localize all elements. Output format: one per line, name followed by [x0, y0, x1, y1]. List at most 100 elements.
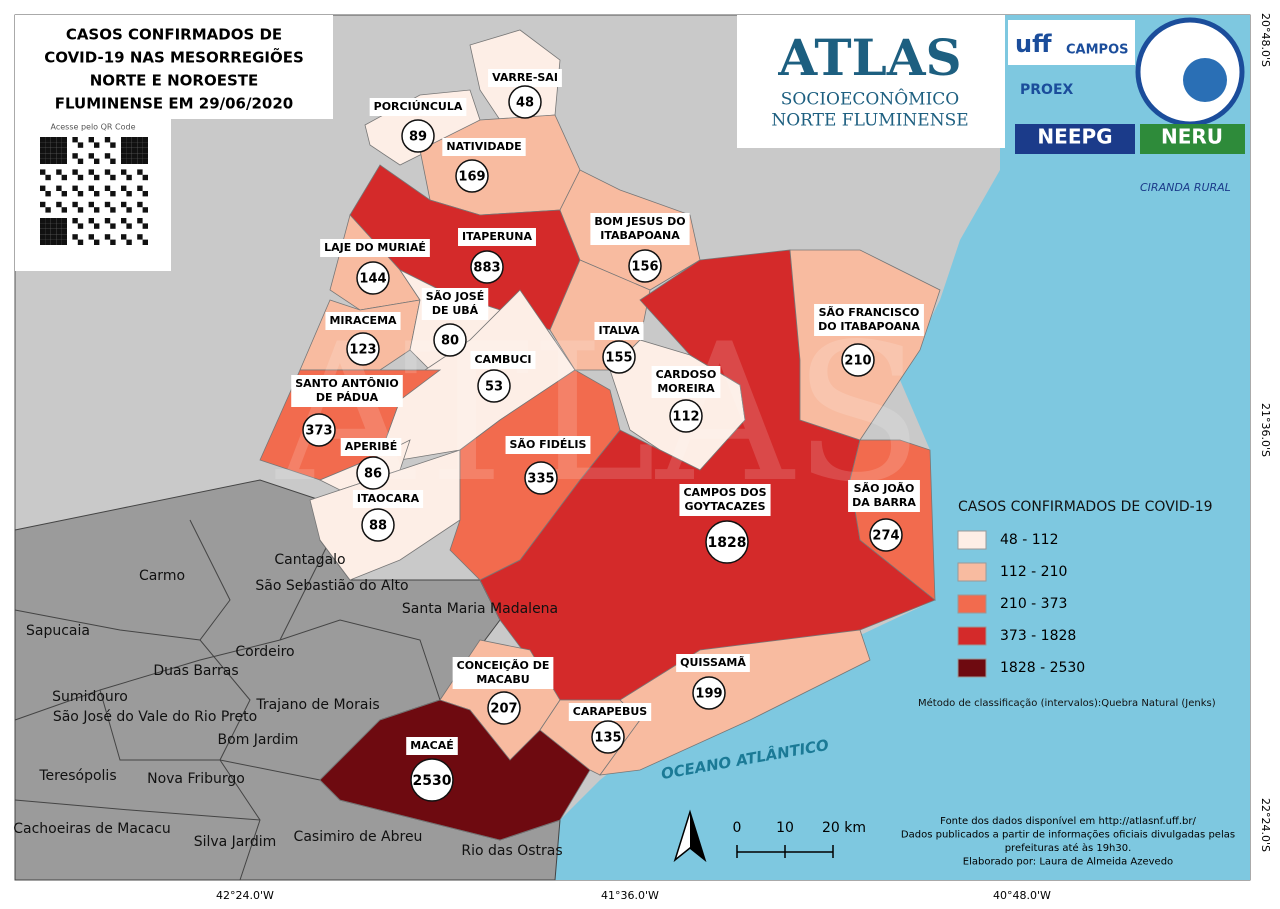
qr-cell	[50, 228, 57, 235]
neru-box	[1140, 124, 1245, 154]
atlas-logo-box	[737, 15, 1005, 148]
label-box	[814, 304, 924, 336]
qr-cell	[45, 207, 51, 213]
qr-cell	[56, 137, 62, 143]
label-box	[488, 69, 562, 87]
lab-globe	[1183, 58, 1227, 102]
source-line: prefeituras até às 19h30.	[1005, 842, 1132, 854]
qr-cell	[61, 142, 67, 148]
municipality-name: ITALVA	[598, 324, 640, 337]
qr-cell	[121, 218, 127, 224]
lon-label: 41°36.0'W	[601, 889, 659, 902]
municipality-name: ITABAPOANA	[600, 229, 680, 242]
case-count: 2530	[413, 773, 452, 789]
qr-cell	[110, 191, 116, 197]
qr-cell	[137, 153, 143, 159]
qr-cell	[131, 142, 138, 148]
neepg-logo: NEEPG	[1037, 125, 1112, 149]
qr-cell	[131, 147, 138, 154]
qr-cell	[104, 234, 111, 240]
qr-cell	[45, 137, 51, 143]
qr-cell	[56, 153, 62, 159]
qr-cell	[126, 137, 132, 143]
municipality-name: LAJE DO MURIAÉ	[324, 241, 426, 254]
neighbor-name: Cachoeiras de Macacu	[13, 821, 171, 837]
label-box	[590, 213, 690, 245]
qr-cell	[50, 147, 57, 154]
qr-cell	[137, 158, 143, 164]
qr-cell	[104, 169, 111, 175]
qr-cell	[104, 185, 111, 191]
legend-label: 1828 - 2530	[1000, 660, 1085, 676]
municipality-name: APERIBÉ	[345, 440, 398, 453]
qr-cell	[40, 142, 46, 148]
title-line: NORTE E NOROESTE	[90, 72, 259, 90]
qr-cell	[40, 153, 46, 159]
scale-label: 10	[776, 820, 794, 836]
lat-label: 22°24.0'S	[1259, 798, 1272, 852]
qr-cell	[137, 234, 143, 240]
method: Método de classificação (intervalos):Que…	[918, 697, 1216, 709]
neighbor-name: São José do Vale do Rio Preto	[53, 709, 257, 725]
title: CASOS CONFIRMADOS DE COVID-19 NAS MESORRE…	[44, 26, 304, 113]
legend-swatch	[957, 530, 987, 550]
qr-cell	[72, 153, 78, 159]
qr-cell	[72, 185, 78, 191]
qr-cell	[56, 218, 62, 224]
qr-cell	[126, 191, 132, 197]
qr-cell	[94, 223, 100, 229]
qr-cell	[77, 223, 84, 229]
qr-cell	[131, 158, 138, 164]
neighbor-name: Teresópolis	[38, 768, 116, 784]
qr-cell	[94, 239, 100, 245]
label-box	[421, 288, 489, 320]
case-circle	[302, 413, 336, 447]
qr-cell	[142, 191, 148, 197]
legend-swatch	[957, 594, 987, 614]
label-box	[505, 436, 591, 454]
qr-cell	[110, 174, 116, 181]
qr-cell	[126, 142, 132, 148]
municipality-name: ITAPERUNA	[462, 230, 532, 243]
neru-logo: NERU	[1161, 125, 1223, 149]
qr-cell	[61, 191, 67, 197]
case-circle	[602, 340, 636, 374]
neighbor-name: Sumidouro	[52, 689, 128, 705]
case-circle	[841, 343, 875, 377]
title-box	[15, 15, 333, 119]
municipality-name: QUISSAMÃ	[680, 656, 746, 669]
proex-logo: PROEX	[1020, 82, 1074, 98]
qr-cell	[45, 239, 51, 245]
municipality-name: NATIVIDADE	[446, 140, 521, 153]
municipality-name: SANTO ANTÔNIO	[295, 377, 399, 390]
neighbor-name: Nova Friburgo	[147, 771, 245, 787]
qr-cell	[77, 158, 84, 164]
qr-cell	[126, 207, 132, 213]
qr-cell	[131, 137, 138, 143]
case-count: 274	[872, 529, 899, 544]
municipality-name: CONCEIÇÃO DE	[457, 659, 550, 672]
qr-cell	[61, 207, 67, 213]
legend-swatch	[957, 562, 987, 582]
atlas-sub: SOCIOECONÔMICO	[781, 89, 959, 110]
qr-cell	[45, 153, 51, 159]
qr-cell	[94, 207, 100, 213]
neighbor-names: Cantagalo São Sebastião do Alto Carmo Santa…	[13, 552, 562, 859]
qr-cell	[72, 218, 78, 224]
qr-cell	[88, 201, 94, 208]
qr-cell	[121, 158, 127, 164]
qr-cell	[142, 142, 148, 148]
label-box	[452, 657, 554, 689]
qr-cell	[61, 218, 67, 224]
label-box	[568, 703, 652, 721]
qr-cell	[61, 174, 67, 181]
label-box	[369, 98, 467, 116]
qr-cell	[126, 223, 132, 229]
municipality-name: GOYTACAZES	[684, 500, 765, 513]
municipality-name: CAMBUCI	[474, 353, 531, 366]
qr-cell	[45, 147, 51, 154]
case-count: 199	[695, 687, 722, 702]
label-box	[442, 138, 526, 156]
qr-cell	[126, 147, 132, 154]
